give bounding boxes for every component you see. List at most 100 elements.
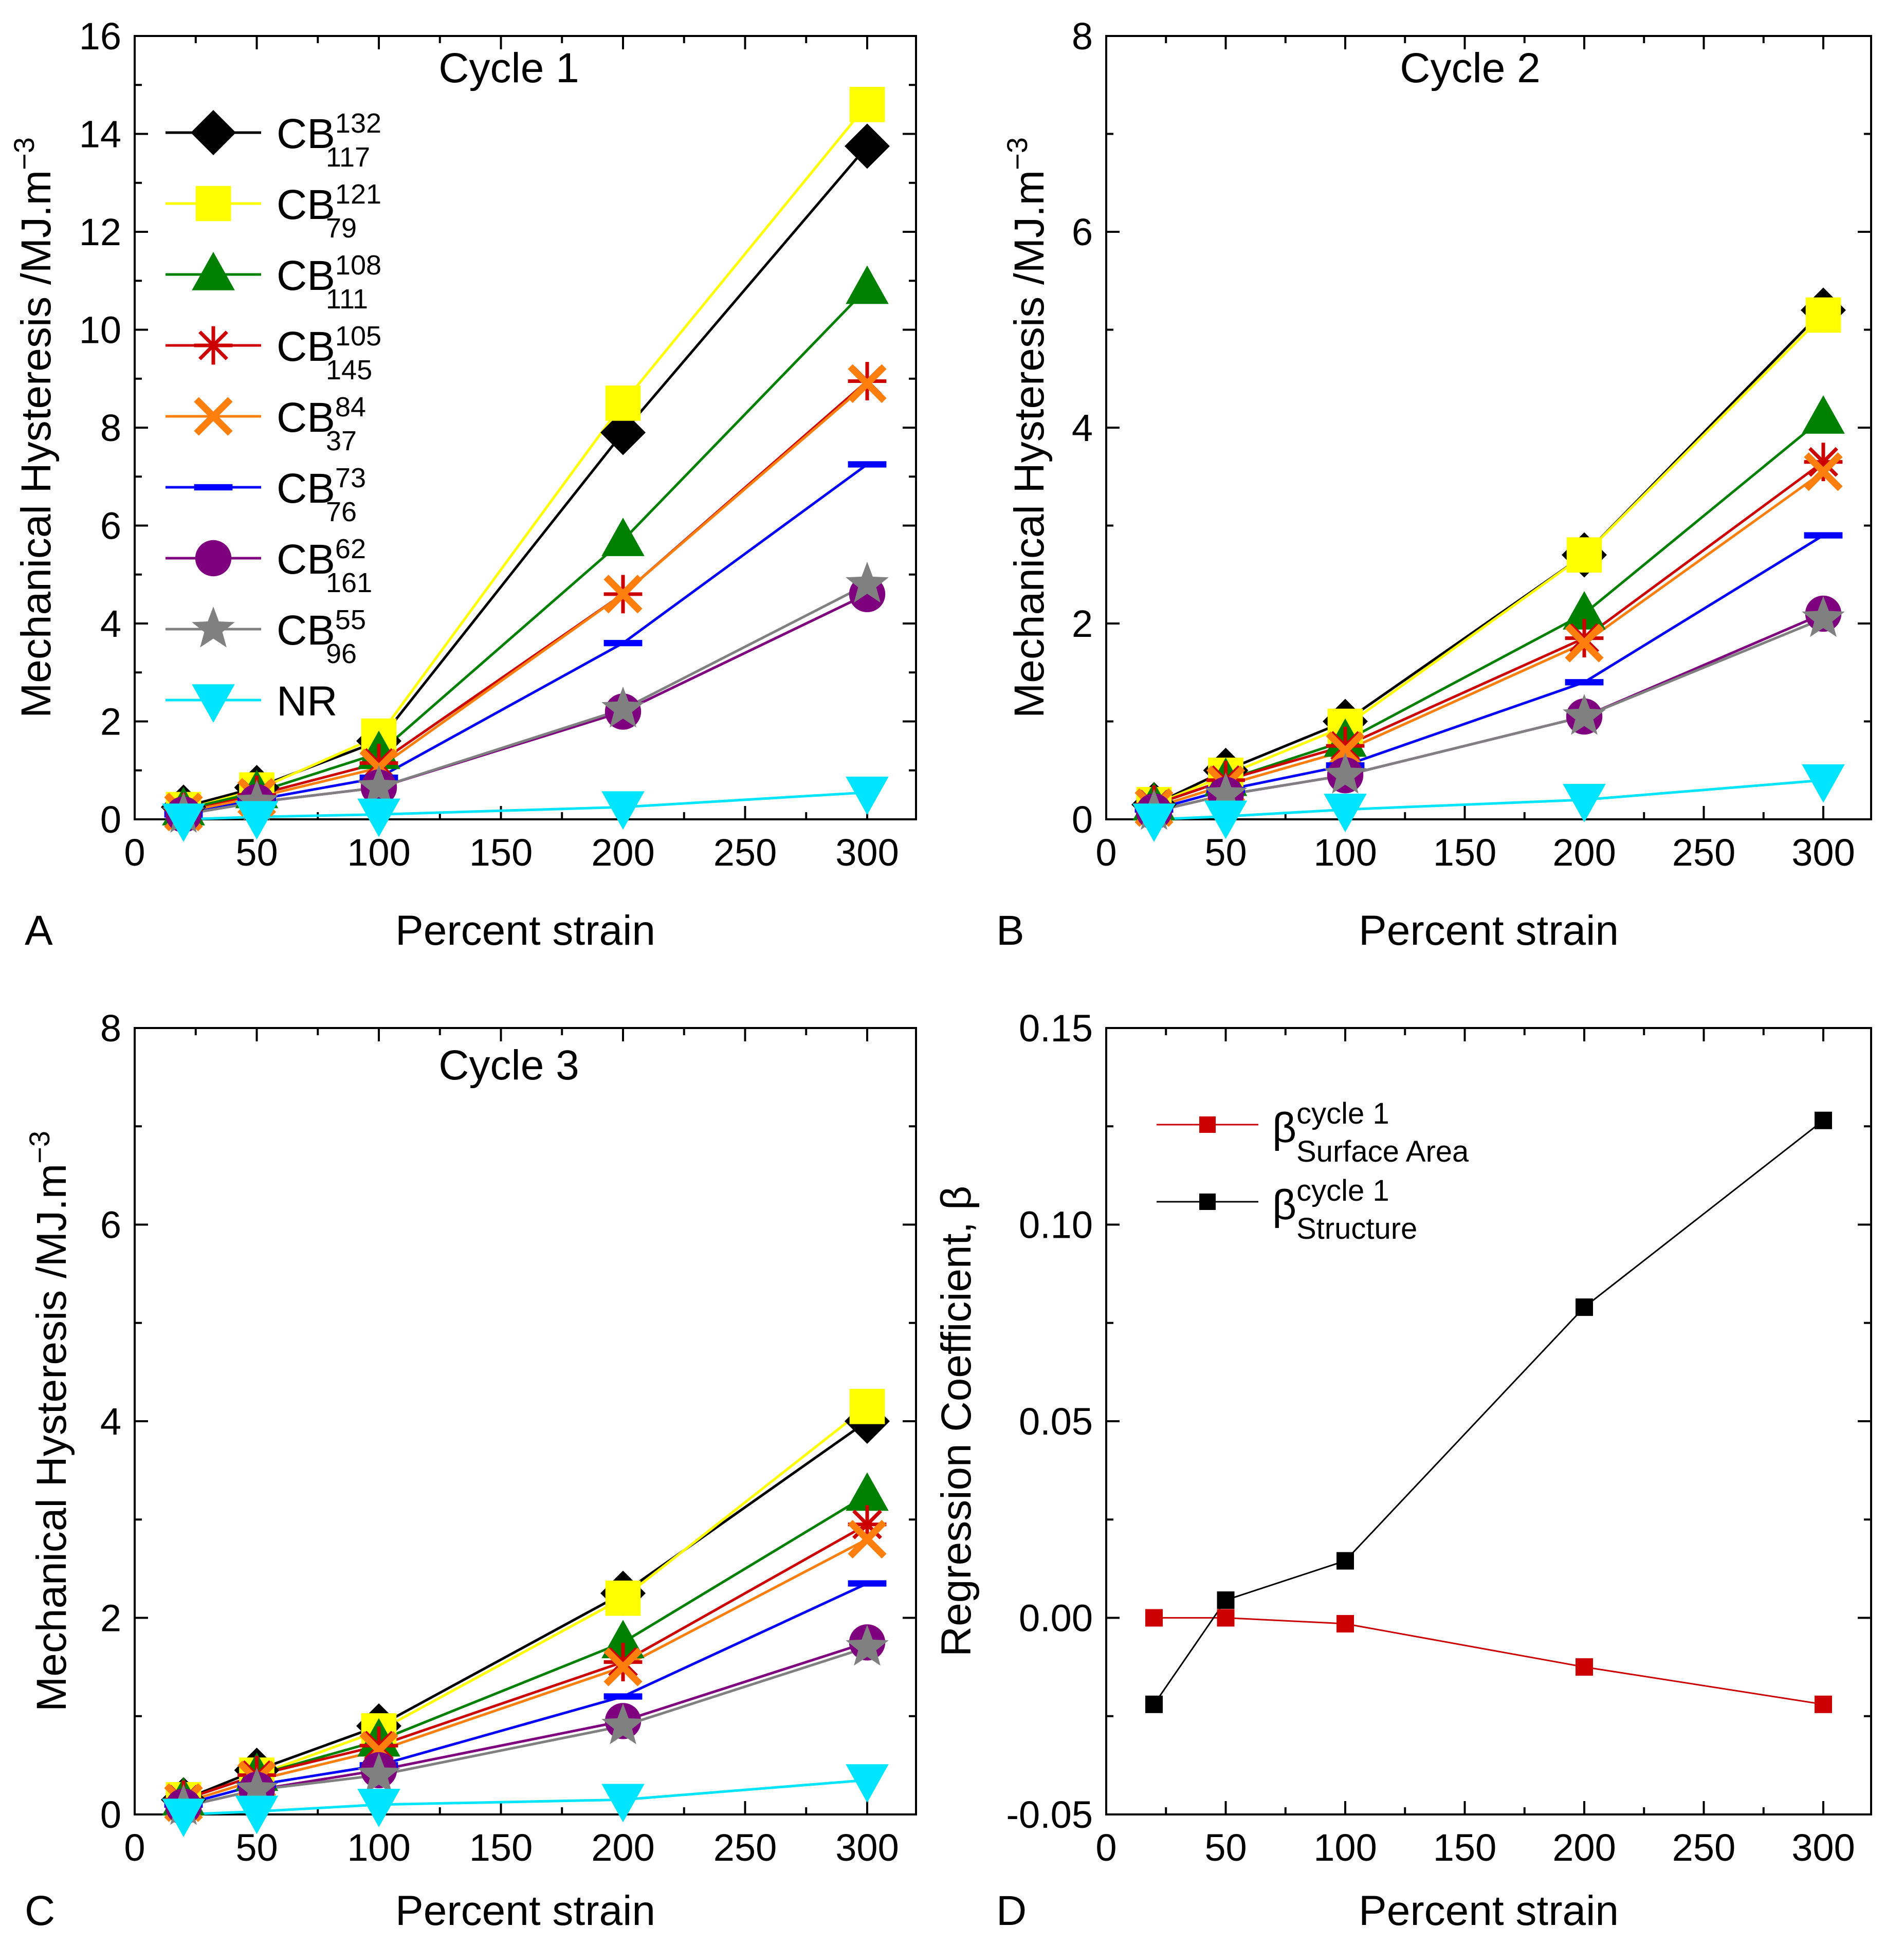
asterisk-marker (1804, 443, 1843, 482)
square-marker (605, 1580, 641, 1616)
series-3 (1154, 461, 1824, 806)
square-marker (1815, 1111, 1832, 1129)
x-tick-label: 100 (1313, 1826, 1377, 1869)
legend-sup: cycle 1 (1296, 1097, 1389, 1130)
series-line (1153, 1120, 1824, 1705)
square-marker (1217, 1609, 1235, 1627)
y-axis-label: Regression Coefficient, β (933, 1186, 980, 1657)
series-line (1154, 1617, 1824, 1705)
triangle-up-marker (1563, 591, 1606, 630)
triangle-down-marker (235, 1795, 279, 1834)
triangle-down-marker (192, 684, 235, 723)
x-tick-label: 250 (713, 831, 777, 874)
triangle-up-marker (601, 518, 645, 556)
panel-label: D (996, 1887, 1027, 1934)
y-axis-label-text: Mechanical Hysteresis /MJ.m (1006, 170, 1053, 718)
legend-label: CB121 79 (277, 179, 381, 244)
triangle-down-marker (357, 798, 400, 837)
chart-title: Cycle 3 (438, 1042, 579, 1089)
asterisk-marker (194, 326, 233, 365)
x-tick-label: 250 (1672, 1826, 1735, 1869)
legend-sub: 161 (326, 567, 372, 598)
y-axis-label-text: Mechanical Hysteresis /MJ.m (13, 170, 60, 718)
series-line (183, 382, 868, 814)
series-line (183, 1538, 868, 1804)
legend-item: βcycle 1 Surface Area (1157, 1097, 1469, 1168)
series-line (1154, 612, 1824, 813)
plot-frame (1105, 1027, 1872, 1815)
legend-sup: 62 (335, 534, 366, 564)
star-marker (1563, 693, 1606, 735)
series-line (1153, 309, 1824, 806)
legend-name: NR (277, 678, 337, 725)
triangle-down-marker (235, 801, 279, 840)
y-axis-label-unit-exponent: −3 (8, 137, 40, 170)
star-marker (1802, 596, 1845, 637)
asterisk-marker (1326, 726, 1365, 765)
series-markers-8 (162, 776, 889, 842)
x-marker (848, 364, 887, 403)
legend-sub: 76 (326, 497, 357, 527)
series-markers-4 (1134, 452, 1843, 827)
series-5 (1154, 534, 1824, 811)
series-2 (1154, 417, 1824, 806)
y-tick-label: 0 (100, 1793, 121, 1836)
y-tick-label: -0.05 (1006, 1793, 1093, 1836)
legend-name: CB (277, 111, 335, 157)
y-tick-label: 6 (1072, 211, 1093, 253)
legend-item: CB84 37 (166, 392, 366, 456)
legend-label: CB108 111 (277, 250, 381, 315)
square-marker (849, 1388, 885, 1424)
y-tick-label: 12 (79, 211, 121, 253)
y-axis-label-text: Mechanical Hysteresis /MJ.m (28, 1164, 75, 1712)
x-tick-label: 200 (1552, 1826, 1616, 1869)
legend-label: CB105 145 (277, 321, 381, 386)
legend-sub: 145 (326, 355, 372, 386)
series-markers-8 (162, 1764, 889, 1837)
dash-marker (603, 1693, 643, 1700)
x-tick-label: 200 (591, 1826, 654, 1869)
x-marker (603, 575, 643, 614)
series-markers-1 (1136, 297, 1841, 822)
triangle-up-marker (601, 1620, 645, 1659)
legend-sup: 108 (335, 250, 381, 281)
series-markers-2 (1132, 395, 1845, 821)
triangle-down-marker (162, 803, 205, 842)
triangle-down-marker (601, 1784, 645, 1823)
x-tick-label: 200 (1552, 831, 1616, 874)
series-7 (183, 1646, 868, 1808)
series-0 (1153, 309, 1824, 806)
dash-marker (848, 1580, 887, 1587)
triangle-up-marker (846, 265, 889, 304)
legend-sup: 55 (335, 604, 366, 635)
square-marker (1576, 1298, 1593, 1316)
y-tick-label: 6 (100, 1204, 121, 1246)
triangle-up-marker (192, 252, 235, 290)
star-marker (846, 561, 889, 603)
y-tick-label: 0 (1072, 798, 1093, 841)
square-marker (1805, 297, 1841, 333)
series-8 (1154, 779, 1824, 821)
y-tick-label: 8 (100, 1007, 121, 1050)
series-markers-0 (1131, 287, 1846, 828)
series-5 (183, 1582, 868, 1806)
star-marker (235, 1767, 279, 1808)
diamond-marker (600, 410, 646, 455)
x-tick-label: 250 (1672, 831, 1735, 874)
legend-label: CB84 37 (277, 392, 366, 456)
x-tick-label: 200 (591, 831, 654, 874)
series-markers-1 (1145, 1111, 1832, 1713)
series-line (1154, 314, 1824, 806)
square-marker (1337, 1552, 1354, 1570)
legend-label: βcycle 1 Structure (1272, 1174, 1417, 1245)
legend-name: CB (277, 607, 335, 654)
series-line (1154, 461, 1824, 806)
star-marker (1204, 772, 1248, 813)
triangle-down-marker (162, 1799, 205, 1837)
series-line (183, 1646, 868, 1808)
series-markers-8 (1132, 764, 1845, 842)
x-axis-label: Percent strain (1359, 1887, 1619, 1934)
plot-frame (1105, 35, 1872, 820)
